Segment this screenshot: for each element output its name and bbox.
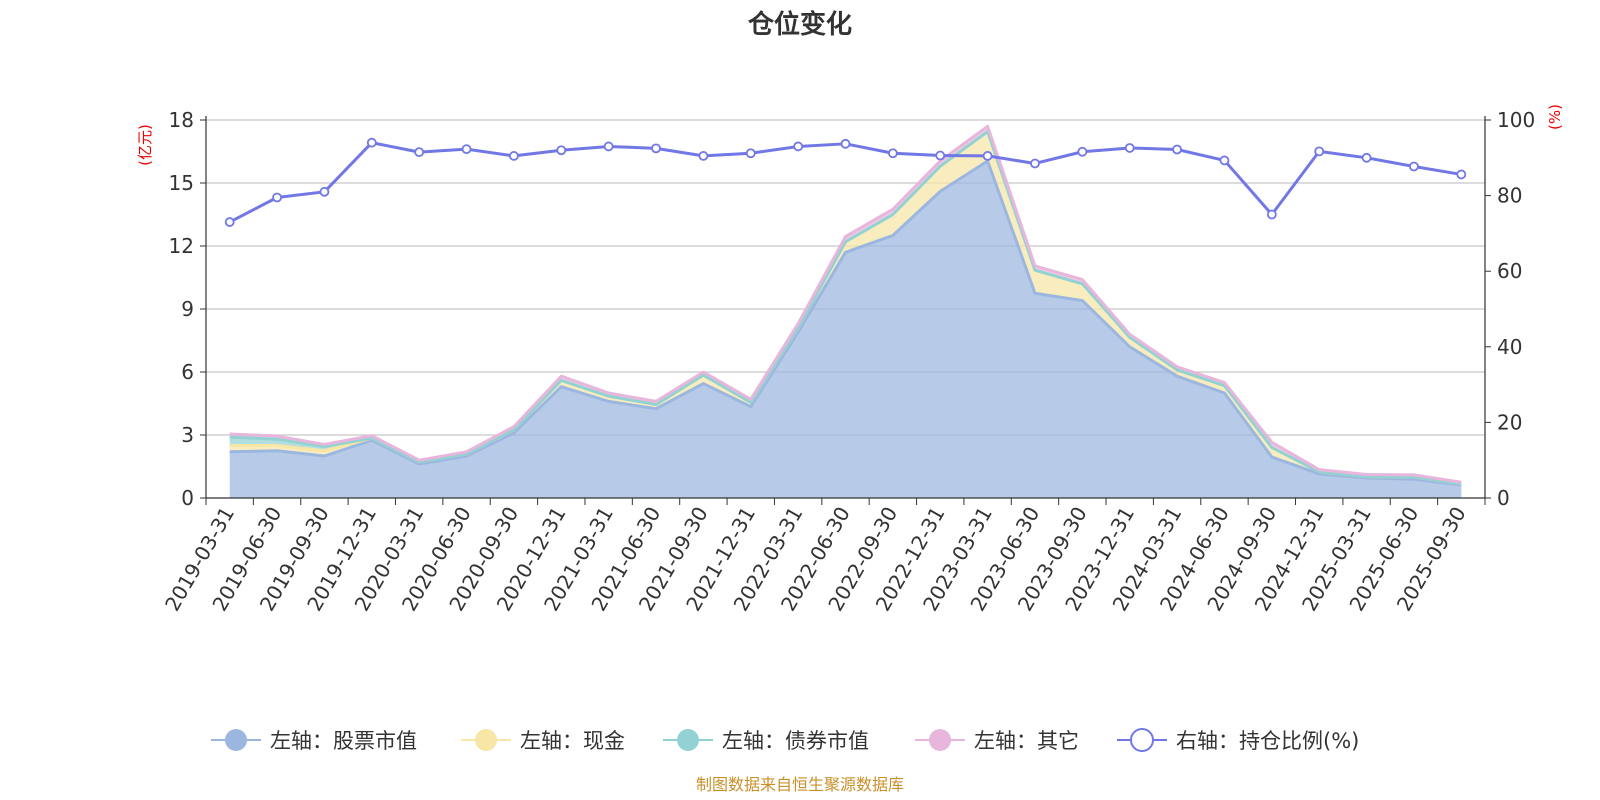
left-axis-tick-label: 9 — [181, 297, 194, 321]
ratio-point — [1409, 161, 1419, 172]
left-axis-tick-label: 18 — [169, 108, 194, 132]
right-axis-tick-label: 20 — [1497, 410, 1522, 434]
area-edge-3 — [229, 124, 1462, 484]
source-note: 制图数据来自恒生聚源数据库 — [696, 775, 904, 794]
left-axis-tick-label: 15 — [169, 171, 194, 195]
ratio-point — [1456, 169, 1467, 180]
legend-label: 右轴：持仓比例(%) — [1176, 729, 1359, 753]
ratio-point — [603, 141, 614, 152]
right-axis-tick-label: 40 — [1497, 335, 1522, 359]
area-layer — [229, 124, 1462, 498]
ratio-point — [366, 137, 377, 148]
legend-label: 左轴：债券市值 — [722, 729, 869, 753]
ratio-point — [1077, 146, 1088, 157]
ratio-point — [651, 143, 661, 154]
area-edge-0 — [229, 159, 1462, 487]
right-axis-tick-label: 0 — [1497, 486, 1510, 510]
ratio-point — [1361, 152, 1372, 163]
ratio-point — [414, 147, 425, 158]
ratio-point — [793, 141, 804, 152]
legend: 左轴：股票市值 左轴：现金 左轴：债券市值 左轴：其它 右轴：持仓比例(%) — [211, 728, 1359, 753]
ratio-point — [509, 151, 519, 161]
ratio-point — [556, 145, 567, 156]
ratio-point — [1172, 144, 1182, 155]
right-axis-tick-label: 100 — [1497, 108, 1535, 132]
ratio-point — [319, 186, 330, 197]
ratio-point — [745, 148, 756, 159]
left-axis-tick-label: 6 — [181, 360, 194, 384]
legend-marker — [929, 729, 951, 751]
ratio-point — [887, 148, 898, 159]
right-axis-tick-label: 80 — [1497, 184, 1522, 208]
left-axis-unit: (亿元) — [136, 124, 154, 166]
legend-marker — [1130, 728, 1154, 752]
ratio-point — [1124, 143, 1135, 153]
ratio-point — [1030, 158, 1040, 169]
chart-title: 仓位变化 — [747, 9, 852, 40]
ratio-point — [1266, 209, 1277, 220]
legend-marker — [677, 729, 699, 751]
legend-label: 左轴：其它 — [974, 729, 1079, 753]
ratio-point — [224, 217, 235, 227]
legend-marker — [225, 729, 247, 751]
ratio-point — [272, 192, 282, 203]
ratio-point — [698, 151, 709, 161]
right-axis-unit: (%) — [1546, 104, 1564, 130]
left-axis-tick-label: 3 — [181, 423, 194, 447]
legend-label: 左轴：现金 — [520, 729, 625, 753]
ratio-line — [228, 141, 1462, 224]
line-layer — [224, 137, 1467, 227]
ratio-point — [935, 150, 946, 161]
area-0 — [229, 160, 1462, 498]
legend-marker — [475, 729, 497, 751]
left-axis-tick-label: 0 — [181, 486, 194, 510]
ratio-point — [461, 144, 472, 155]
ratio-point — [982, 151, 993, 161]
ratio-point — [1219, 155, 1230, 166]
left-axis-tick-label: 12 — [169, 234, 194, 258]
area-edge-2 — [229, 130, 1462, 486]
ratio-point — [1314, 146, 1325, 157]
right-axis-tick-label: 60 — [1497, 259, 1522, 283]
ratio-point — [840, 138, 851, 149]
legend-label: 左轴：股票市值 — [270, 729, 417, 753]
